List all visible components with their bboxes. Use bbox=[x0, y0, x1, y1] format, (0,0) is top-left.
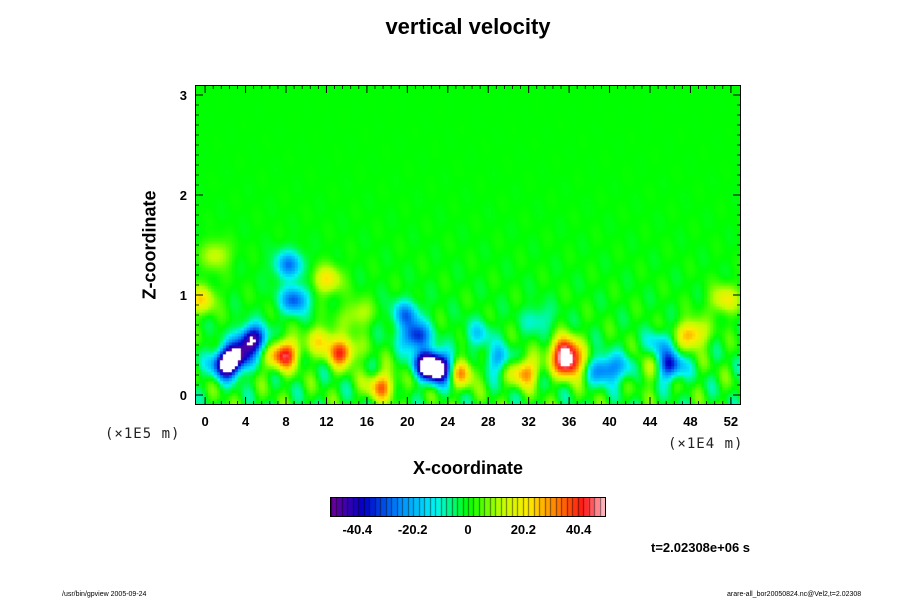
x-tick-label: 8 bbox=[282, 414, 289, 429]
time-label: t=2.02308e+06 s bbox=[651, 540, 751, 555]
x-tick-label: 16 bbox=[360, 414, 374, 429]
x-tick-label: 32 bbox=[521, 414, 535, 429]
footer-source: arare-all_bor20050824.nc@Vel2,t=2.02308 bbox=[727, 591, 862, 598]
x-tick-label: 40 bbox=[602, 414, 616, 429]
plot-area bbox=[195, 85, 741, 405]
x-tick-label: 48 bbox=[683, 414, 697, 429]
colorbar-tick-label: 40.4 bbox=[566, 522, 592, 537]
x-tick-label: 44 bbox=[643, 414, 658, 429]
x-axis-label: X-coordinate bbox=[412, 458, 523, 478]
x-tick-label: 20 bbox=[400, 414, 414, 429]
y-tick-label: 3 bbox=[180, 88, 187, 103]
x-tick-label: 52 bbox=[724, 414, 738, 429]
x-tick-label: 4 bbox=[242, 414, 250, 429]
y-tick-label: 0 bbox=[180, 388, 187, 403]
x-tick-label: 36 bbox=[562, 414, 576, 429]
x-tick-label: 24 bbox=[441, 414, 456, 429]
colorbar-tick-label: 20.2 bbox=[510, 522, 536, 537]
colorbar-tick-label: -20.2 bbox=[397, 522, 428, 537]
x-axis-scale-note: (×1E4 m) bbox=[668, 436, 744, 452]
colorbar bbox=[330, 497, 606, 517]
footer-command: /usr/bin/gpview 2005-09-24 bbox=[62, 591, 147, 598]
colorbar-tick-label: -40.4 bbox=[342, 522, 373, 537]
x-tick-label: 28 bbox=[481, 414, 495, 429]
colorbar-tick-label: 0 bbox=[464, 522, 472, 537]
x-tick-label: 0 bbox=[201, 414, 208, 429]
x-tick-label: 12 bbox=[319, 414, 333, 429]
y-tick-label: 2 bbox=[180, 188, 187, 203]
y-axis-scale-note: (×1E5 m) bbox=[105, 426, 181, 442]
y-tick-label: 1 bbox=[180, 288, 187, 303]
chart-title: vertical velocity bbox=[385, 14, 551, 39]
y-axis-label: Z-coordinate bbox=[139, 190, 160, 300]
velocity-field bbox=[196, 86, 740, 404]
